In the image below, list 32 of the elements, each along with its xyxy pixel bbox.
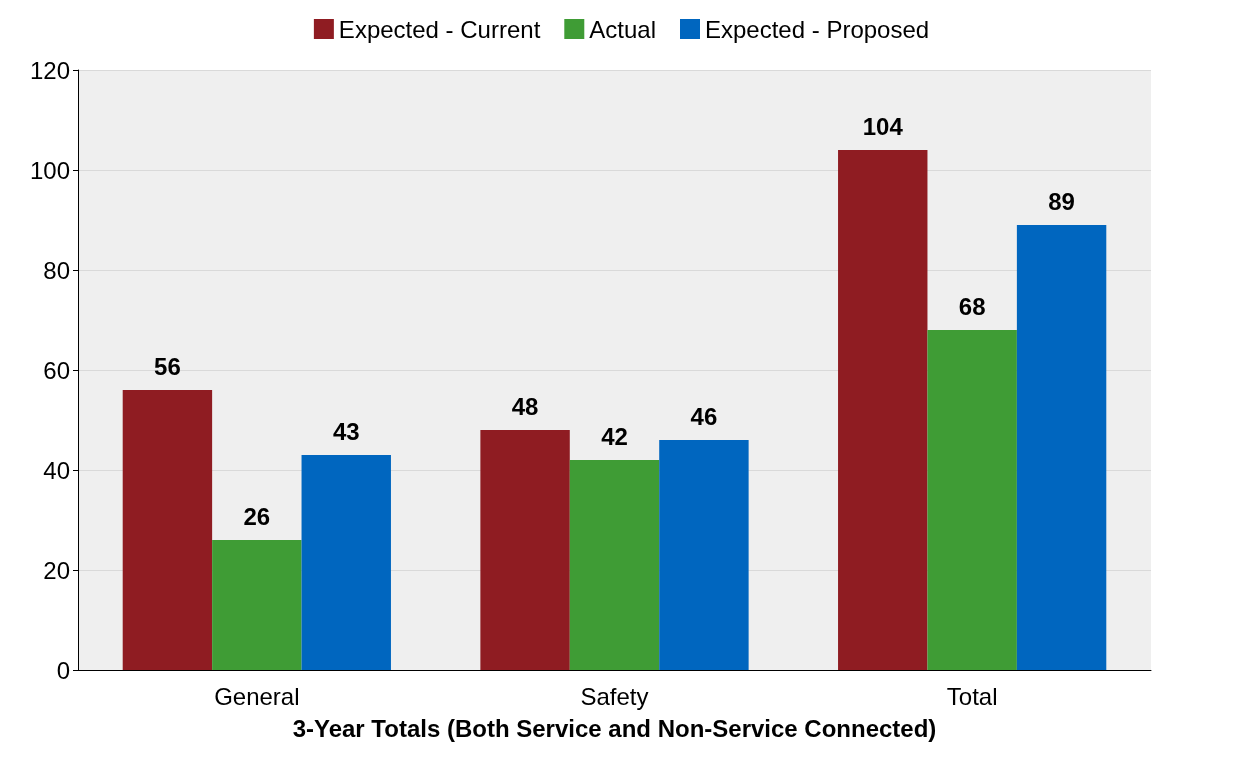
data-label: 56 [154, 352, 181, 380]
x-tick-label: Total [946, 682, 998, 710]
data-label: 43 [332, 417, 360, 445]
data-label: 46 [690, 402, 718, 430]
bar [480, 430, 570, 670]
bar [212, 540, 302, 670]
data-label: 104 [862, 112, 904, 140]
data-label: 42 [601, 422, 628, 450]
y-tick-label: 40 [43, 456, 70, 484]
x-tick-label: General [214, 682, 300, 710]
legend-label: Expected - Current [338, 15, 541, 43]
y-tick-label: 0 [56, 656, 70, 684]
legend-label: Expected - Proposed [705, 15, 930, 43]
y-tick-label: 80 [43, 256, 70, 284]
bar [659, 440, 749, 670]
y-tick-label: 60 [43, 356, 70, 384]
data-label: 89 [1048, 187, 1075, 215]
x-axis-title: 3-Year Totals (Both Service and Non-Service Connected) [292, 714, 937, 742]
y-tick-label: 120 [29, 56, 70, 84]
bar [1016, 225, 1107, 670]
y-tick-label: 20 [43, 556, 70, 584]
bar [927, 330, 1017, 670]
legend-label: Actual [589, 15, 656, 43]
bar [122, 390, 213, 670]
bar [569, 460, 660, 670]
bar [838, 150, 928, 670]
data-label: 68 [958, 292, 986, 320]
data-label: 26 [243, 502, 271, 530]
y-tick-label: 100 [29, 156, 70, 184]
bar [301, 455, 391, 670]
x-tick-label: Safety [580, 682, 649, 710]
data-label: 48 [511, 392, 539, 420]
